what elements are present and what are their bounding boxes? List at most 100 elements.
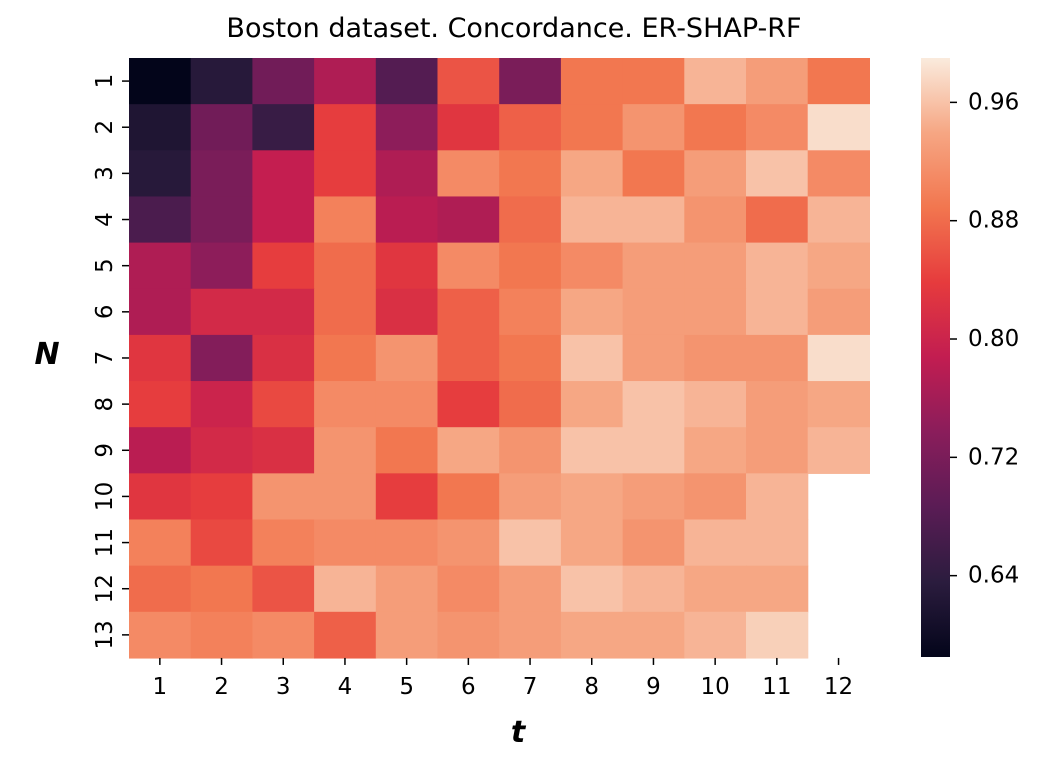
heatmap-cell bbox=[190, 611, 253, 659]
heatmap-cell bbox=[375, 334, 439, 382]
heatmap-cell bbox=[499, 565, 562, 613]
chart-title: Boston dataset. Concordance. ER-SHAP-RF bbox=[226, 13, 801, 44]
y-tick-label: 13 bbox=[92, 620, 118, 649]
heatmap-cell bbox=[437, 288, 500, 336]
y-tick-label: 10 bbox=[92, 482, 118, 511]
heatmap-cell bbox=[252, 565, 315, 613]
colorbar-tick-label: 0.64 bbox=[968, 563, 1019, 589]
heatmap-cell bbox=[252, 150, 315, 198]
heatmap-cell bbox=[252, 519, 315, 567]
y-tick-label: 2 bbox=[92, 120, 118, 135]
heatmap-cell bbox=[622, 381, 685, 428]
heatmap-cell bbox=[622, 196, 685, 244]
heatmap-cell bbox=[190, 242, 253, 290]
heatmap-cell bbox=[129, 288, 192, 336]
heatmap-cell bbox=[499, 611, 562, 659]
x-tick-label: 10 bbox=[701, 674, 730, 700]
colorbar-ticks: 0.96 0.88 0.80 0.72 0.64 bbox=[950, 89, 1019, 589]
heatmap-cell bbox=[375, 104, 439, 151]
heatmap-cell bbox=[807, 381, 870, 428]
heatmap-cell bbox=[560, 242, 624, 290]
heatmap-cell bbox=[314, 427, 377, 474]
heatmap-cell bbox=[684, 150, 747, 198]
y-tick-label: 11 bbox=[92, 528, 118, 557]
heatmap-cell bbox=[622, 288, 685, 336]
heatmap-cell bbox=[375, 150, 439, 198]
heatmap-cell bbox=[746, 58, 809, 105]
heatmap-cell bbox=[684, 288, 747, 336]
heatmap-cell bbox=[684, 519, 747, 567]
heatmap-cell bbox=[560, 150, 624, 198]
y-tick-label: 6 bbox=[92, 304, 118, 319]
heatmap-cells bbox=[129, 58, 870, 659]
heatmap-cell bbox=[560, 196, 624, 244]
heatmap-cell bbox=[314, 565, 377, 613]
x-tick-label: 6 bbox=[461, 674, 476, 700]
heatmap-cell bbox=[684, 473, 747, 521]
heatmap-cell bbox=[314, 288, 377, 336]
heatmap-cell bbox=[252, 196, 315, 244]
heatmap-cell bbox=[375, 611, 439, 659]
heatmap-cell bbox=[622, 473, 685, 521]
heatmap-cell bbox=[560, 334, 624, 382]
heatmap-cell bbox=[437, 519, 500, 567]
heatmap-cell bbox=[129, 427, 192, 474]
heatmap-cell bbox=[746, 611, 809, 659]
heatmap-cell bbox=[684, 58, 747, 105]
heatmap-cell bbox=[807, 427, 870, 474]
heatmap-cell bbox=[314, 473, 377, 521]
heatmap-cell bbox=[437, 196, 500, 244]
heatmap-cell bbox=[190, 334, 253, 382]
heatmap-cell bbox=[375, 381, 439, 428]
heatmap-cell bbox=[560, 427, 624, 474]
heatmap-cell bbox=[190, 473, 253, 521]
heatmap-cell bbox=[129, 381, 192, 428]
x-tick-label: 8 bbox=[584, 674, 599, 700]
heatmap-cell bbox=[622, 58, 685, 105]
heatmap-cell bbox=[499, 242, 562, 290]
heatmap-cell bbox=[252, 473, 315, 521]
heatmap-cell bbox=[746, 242, 809, 290]
heatmap-cell bbox=[190, 150, 253, 198]
heatmap-cell bbox=[499, 196, 562, 244]
y-tick-label: 8 bbox=[92, 397, 118, 412]
x-tick-label: 4 bbox=[338, 674, 353, 700]
heatmap-cell bbox=[190, 58, 253, 105]
colorbar bbox=[921, 58, 950, 657]
heatmap-cell bbox=[375, 427, 439, 474]
heatmap-cell bbox=[622, 104, 685, 151]
heatmap-cell bbox=[252, 611, 315, 659]
heatmap-cell bbox=[560, 104, 624, 151]
heatmap-cell bbox=[437, 334, 500, 382]
heatmap-cell bbox=[437, 473, 500, 521]
heatmap-cell bbox=[129, 519, 192, 567]
heatmap-cell bbox=[684, 381, 747, 428]
heatmap-cell bbox=[746, 196, 809, 244]
heatmap-cell bbox=[746, 150, 809, 198]
heatmap-cell bbox=[375, 519, 439, 567]
heatmap-cell bbox=[252, 242, 315, 290]
x-tick-label: 12 bbox=[824, 674, 853, 700]
heatmap-cell bbox=[807, 196, 870, 244]
heatmap-cell bbox=[746, 473, 809, 521]
colorbar-tick-label: 0.72 bbox=[968, 444, 1019, 470]
heatmap-cell bbox=[499, 427, 562, 474]
heatmap-cell bbox=[499, 473, 562, 521]
heatmap-cell bbox=[746, 288, 809, 336]
y-tick-label: 9 bbox=[92, 443, 118, 458]
heatmap-cell bbox=[190, 196, 253, 244]
heatmap-cell bbox=[375, 288, 439, 336]
y-tick-label: 4 bbox=[92, 212, 118, 227]
x-tick-label: 9 bbox=[646, 674, 661, 700]
heatmap-cell bbox=[622, 334, 685, 382]
heatmap-cell bbox=[314, 58, 377, 105]
heatmap-cell bbox=[252, 104, 315, 151]
heatmap-cell bbox=[560, 473, 624, 521]
heatmap-cell bbox=[129, 150, 192, 198]
heatmap-cell bbox=[129, 611, 192, 659]
heatmap-cell bbox=[129, 104, 192, 151]
heatmap-cell bbox=[560, 519, 624, 567]
heatmap-cell bbox=[746, 565, 809, 613]
heatmap-cell bbox=[190, 565, 253, 613]
